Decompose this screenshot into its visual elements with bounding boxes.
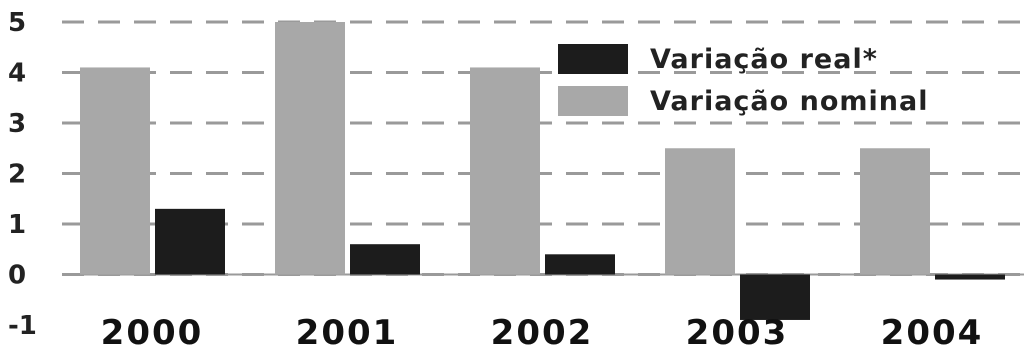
y-tick-label-0: -1 <box>8 311 37 341</box>
bar-real-2000 <box>155 208 225 275</box>
x-category-label-2003: 2003 <box>686 313 789 345</box>
bar-nominal-2003 <box>665 148 735 275</box>
y-tick-label-4: 3 <box>8 109 26 139</box>
bar-nominal-2001 <box>275 22 345 275</box>
bar-nominal-2004 <box>860 148 930 275</box>
bar-real-2003 <box>740 274 810 320</box>
bar-real-2001 <box>350 244 420 275</box>
legend: Variação real* Variação nominal <box>558 44 928 117</box>
bar-nominal-2002 <box>470 67 540 275</box>
legend-label-real: Variação real* <box>650 44 878 75</box>
legend-label-nominal: Variação nominal <box>650 86 928 117</box>
y-tick-label-5: 4 <box>8 59 26 89</box>
x-axis-categories: 2000 2001 2002 2003 2004 <box>101 313 984 345</box>
y-tick-label-1: 0 <box>8 261 26 291</box>
y-axis-ticks: -1 0 1 2 3 4 5 <box>8 8 37 341</box>
bar-real-2002 <box>545 254 615 275</box>
x-category-label-2000: 2000 <box>101 313 204 345</box>
bar-nominal-2000 <box>80 67 150 275</box>
x-category-label-2004: 2004 <box>881 313 984 345</box>
bar-real-2004 <box>935 274 1005 280</box>
x-category-label-2001: 2001 <box>296 313 399 345</box>
y-tick-label-3: 2 <box>8 160 26 190</box>
x-category-label-2002: 2002 <box>491 313 594 345</box>
y-tick-label-6: 5 <box>8 8 26 38</box>
legend-swatch-real <box>558 44 628 74</box>
legend-swatch-nominal <box>558 86 628 116</box>
y-tick-label-2: 1 <box>8 210 26 240</box>
bars <box>80 22 1005 320</box>
